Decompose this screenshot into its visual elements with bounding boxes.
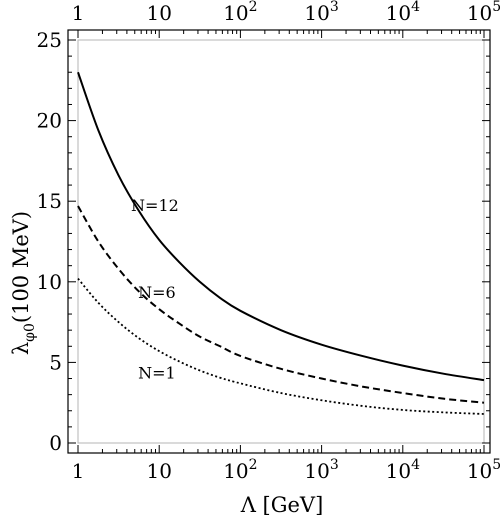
series-line-N1 [77,278,485,415]
y-tick-label: 5 [49,350,62,374]
series-line-N12 [77,71,485,382]
series-annotation: N=1 [138,364,176,383]
x-tick-label-top: 1 [72,1,85,25]
y-axis-label: λφ0(100 MeV) [9,211,38,355]
axes: 1 1 10 10 102 102 103 103 104 104 105 105 0 5 10 15 20 25 [37,0,500,483]
series-annotation: N=6 [138,283,176,302]
x-tick-label-top: 102 [223,0,257,25]
x-tick-label-top: 104 [386,0,420,25]
plot-inner-frame [77,39,485,444]
x-tick-label-top: 105 [467,0,500,25]
x-tick-label-top: 103 [304,0,338,25]
y-axis-label-rest: (100 MeV) [9,211,33,323]
x-tick-label: 10 [146,459,171,483]
x-tick-label: 104 [386,457,420,483]
y-tick-label: 25 [37,28,62,52]
y-axis-label-symbol: λ [9,342,33,355]
y-tick-label: 10 [37,270,62,294]
series-line-N6 [77,205,485,404]
x-axis-label: Λ [GeV] [240,493,324,517]
x-tick-label: 103 [304,457,338,483]
series-annotation: N=12 [131,196,179,215]
y-tick-label: 20 [37,109,62,133]
series-group [77,71,485,415]
x-tick-label: 1 [72,459,85,483]
y-axis-label-subscript: φ0 [22,323,38,342]
x-tick-label: 105 [467,457,500,483]
y-tick-label: 0 [49,431,62,455]
y-tick-label: 15 [37,189,62,213]
x-tick-label-top: 10 [146,1,171,25]
x-tick-label: 102 [223,457,257,483]
annotations: N=12 N=6 N=1 [131,196,179,383]
plot-frame [67,29,491,454]
